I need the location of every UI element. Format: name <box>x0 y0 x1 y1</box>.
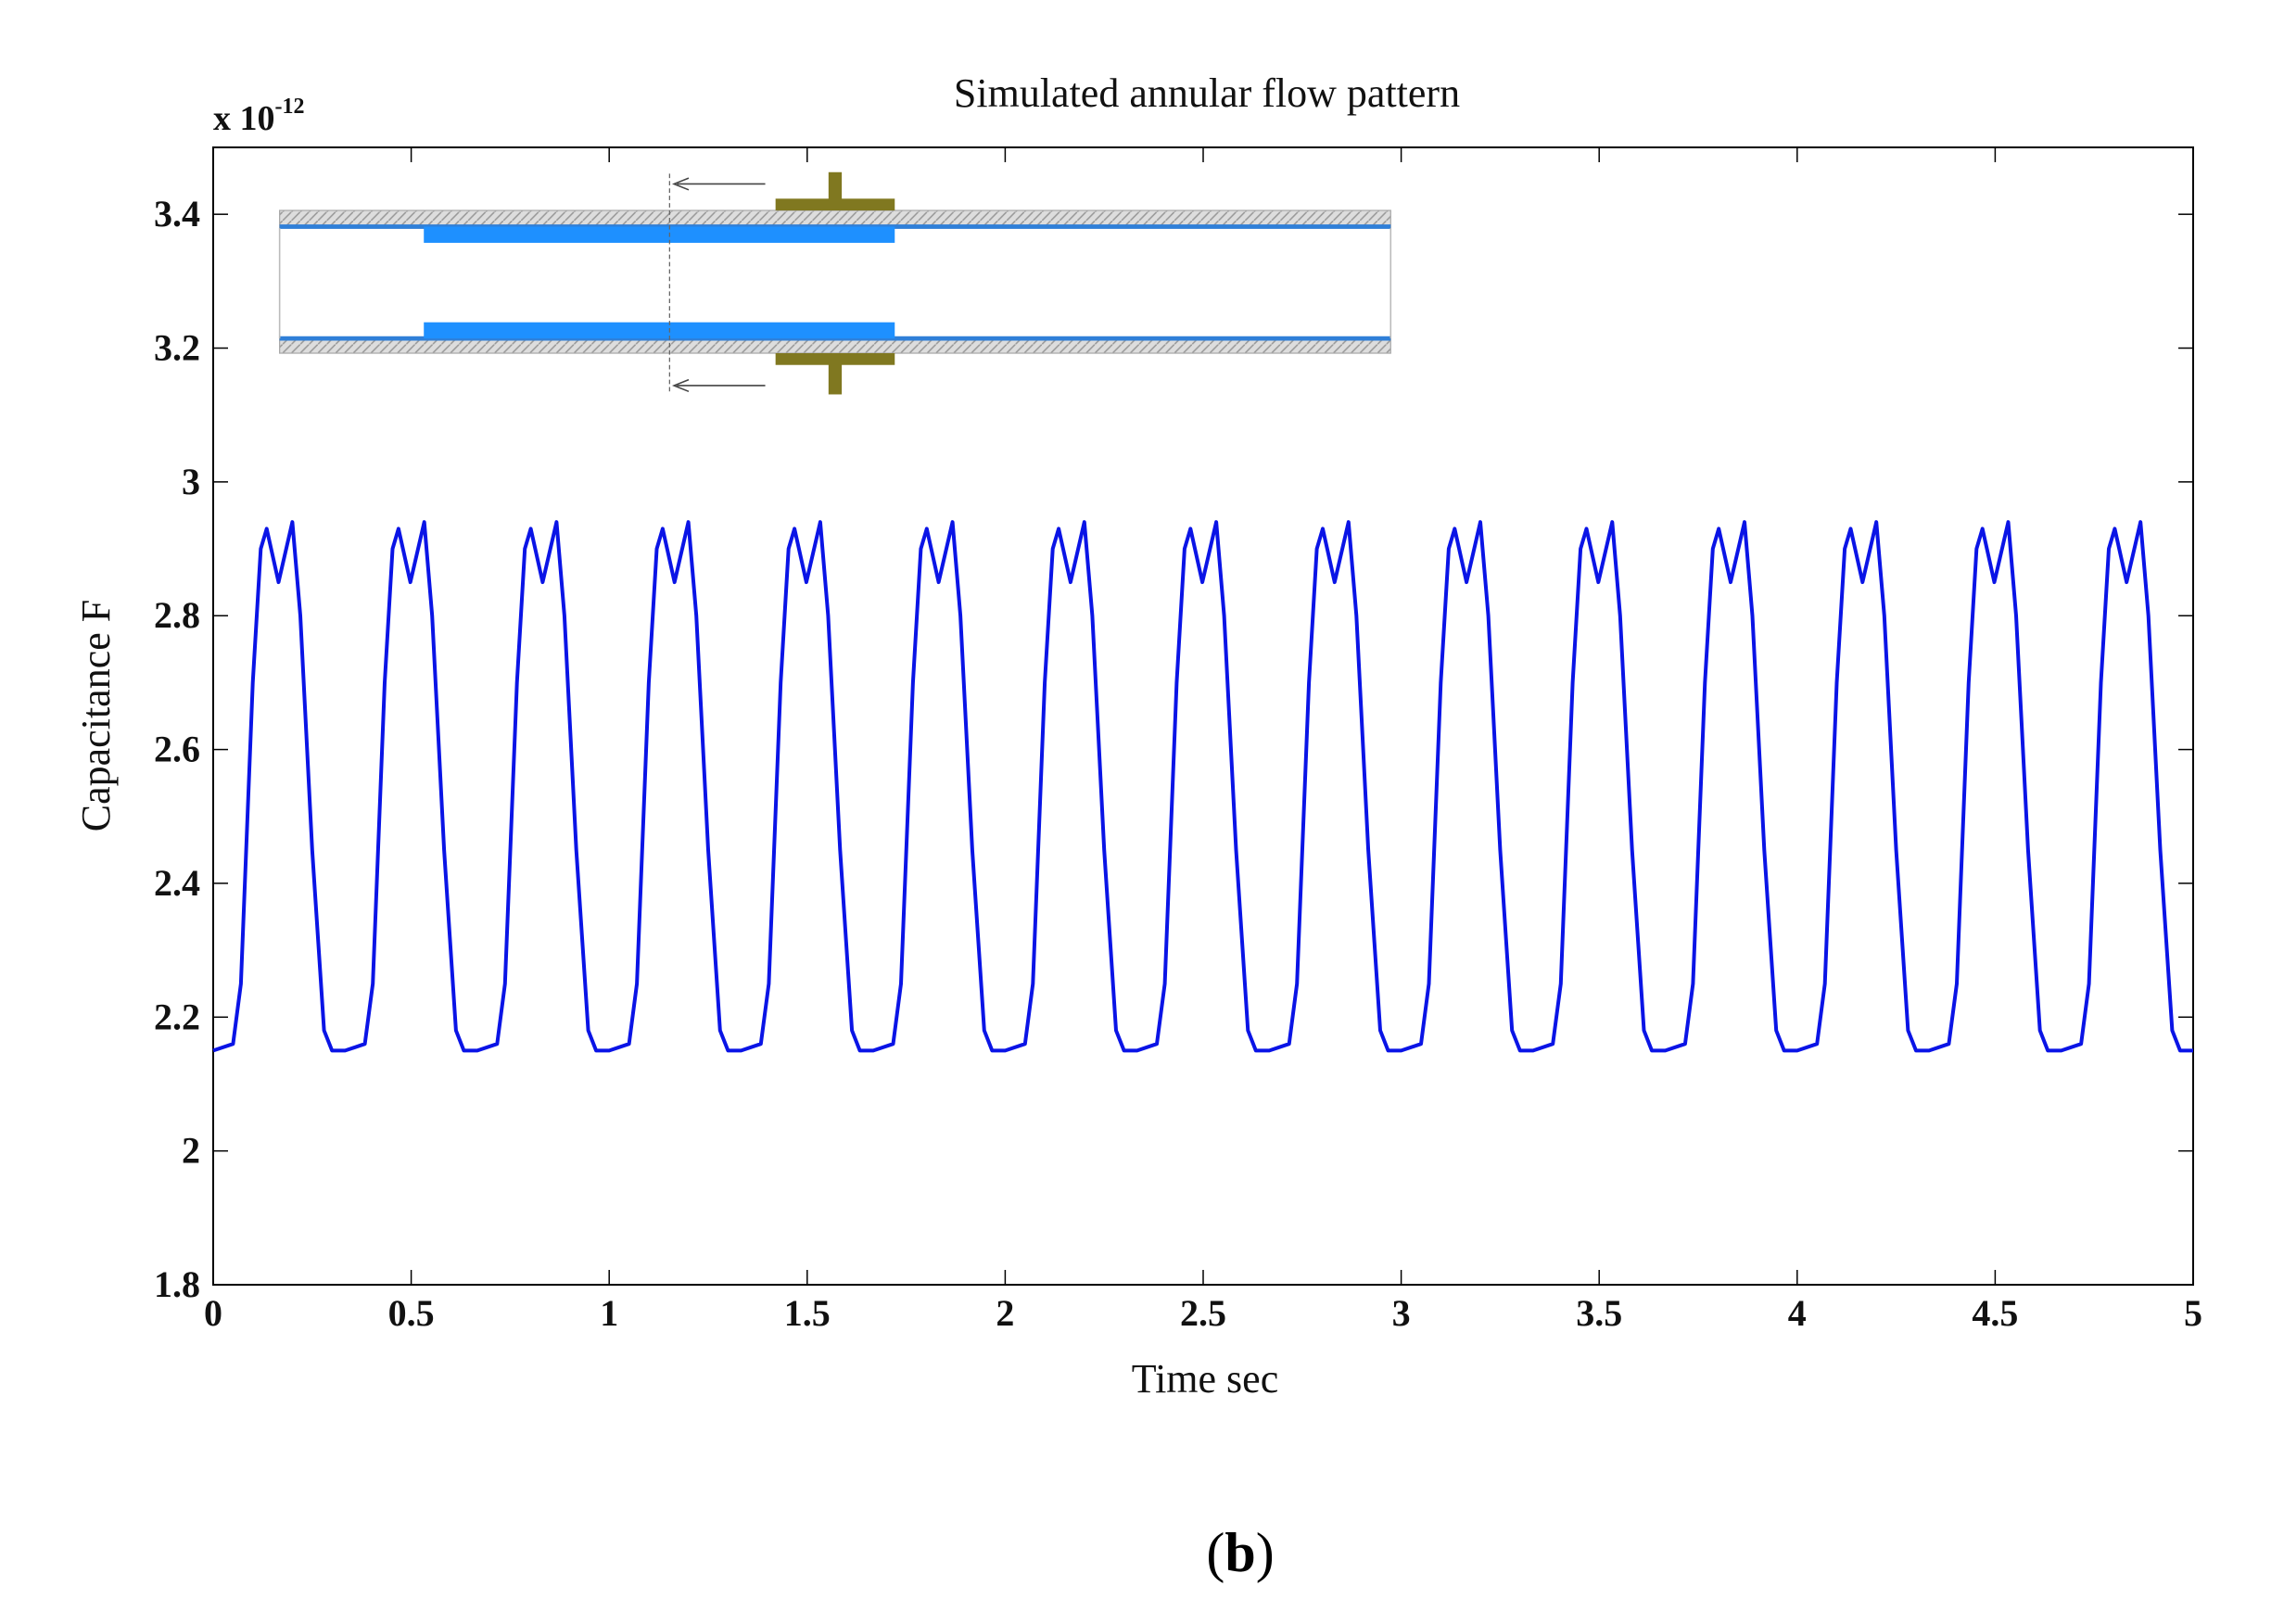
x-tick-label: 0 <box>204 1292 222 1334</box>
inset-diagram <box>278 171 1392 395</box>
x-tick-label: 1 <box>600 1292 618 1334</box>
x-tick-label: 4 <box>1788 1292 1807 1334</box>
plot-frame <box>212 146 2194 1286</box>
x-tick-label: 3.5 <box>1576 1292 1622 1334</box>
arrow-bottom <box>671 378 766 393</box>
x-tick-label: 0.5 <box>388 1292 435 1334</box>
x-tick-label: 2 <box>996 1292 1014 1334</box>
x-tick-label: 1.5 <box>784 1292 831 1334</box>
y-tick-label: 3 <box>182 461 200 502</box>
caption-close: ) <box>1256 1522 1275 1583</box>
y-axis-label: Capacitance F <box>73 600 119 831</box>
plot-area: 1.8 2 2.2 2.4 2.6 2.8 3 3.2 3.4 0 0.5 1 1.5 2 2.5 3 3.5 4… <box>154 146 2202 1334</box>
electrode-top-stem <box>828 171 843 200</box>
y-tick-label: 1.8 <box>154 1263 200 1305</box>
electrode-bottom-stem <box>828 363 843 395</box>
y-tick-label: 3.4 <box>154 193 200 235</box>
liquid-bottom <box>424 322 895 339</box>
x-tick-label: 4.5 <box>1972 1292 2018 1334</box>
y-tick-label: 2.2 <box>154 996 200 1037</box>
x-tick-label: 3 <box>1392 1292 1411 1334</box>
y-tick-label: 2 <box>182 1130 200 1172</box>
caption: (b) <box>1206 1522 1274 1583</box>
caption-letter: b <box>1224 1522 1255 1583</box>
electrode-bottom <box>775 353 895 365</box>
y-tick-label: 2.8 <box>154 594 200 636</box>
x-axis-label: Time sec <box>1132 1356 1279 1402</box>
liquid-top <box>424 226 895 243</box>
caption-open: ( <box>1206 1522 1224 1583</box>
electrode-top <box>775 198 895 211</box>
multiplier-exponent: -12 <box>275 95 305 119</box>
arrow-top <box>671 177 766 191</box>
y-tick-label: 3.2 <box>154 327 200 369</box>
multiplier-base: x 10 <box>213 99 275 138</box>
x-tick-label: 5 <box>2184 1292 2202 1334</box>
chart-title: Simulated annular flow pattern <box>954 70 1460 116</box>
y-tick-label: 2.4 <box>154 862 200 904</box>
axis-multiplier: x 10-12 <box>213 95 305 138</box>
data-line <box>212 520 2193 1053</box>
pipe-wall-bottom <box>279 337 1391 354</box>
x-tick-label: 2.5 <box>1180 1292 1226 1334</box>
y-tick-label: 2.6 <box>154 729 200 770</box>
